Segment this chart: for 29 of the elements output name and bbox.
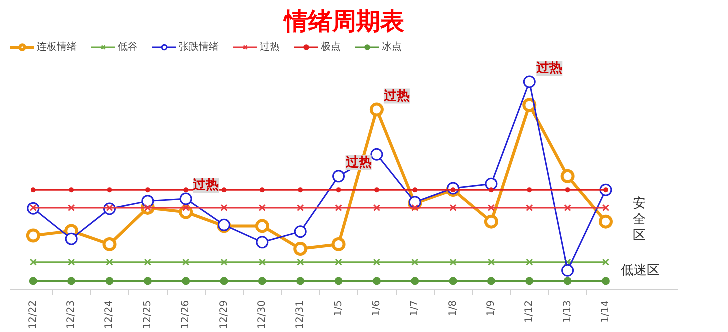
annotation: 过热 bbox=[536, 61, 563, 76]
x-tick-label: 1/9 bbox=[486, 300, 497, 317]
legend-label: 低谷 bbox=[118, 41, 138, 54]
legend-label: 连板情绪 bbox=[37, 40, 77, 54]
legend-label: 冰点 bbox=[382, 40, 402, 54]
x-tick-label: 1/7 bbox=[410, 300, 421, 317]
x-tick-label: 1/5 bbox=[333, 300, 344, 317]
legend-label: 过热 bbox=[260, 40, 280, 54]
x-tick-label: 12/25 bbox=[142, 300, 154, 330]
x-tick-label: 1/14 bbox=[600, 300, 612, 323]
x-tick-label: 12/29 bbox=[218, 300, 230, 330]
x-tick-label: 1/13 bbox=[562, 300, 574, 323]
x-tick-label: 12/22 bbox=[28, 300, 39, 330]
x-tick-label: 1/12 bbox=[524, 300, 536, 323]
chart-title: 情绪周期表 bbox=[282, 8, 404, 36]
x-tick-label: 1/8 bbox=[448, 300, 459, 317]
text: 安全区 bbox=[632, 195, 646, 244]
x-tick-label: 1/6 bbox=[371, 300, 382, 317]
annotation: 低迷区 bbox=[621, 263, 660, 278]
annotation: 过热 bbox=[192, 178, 220, 194]
x-tick-label: 12/24 bbox=[104, 300, 116, 330]
legend-label: 极点 bbox=[321, 40, 341, 54]
legend-label: 张跌情绪 bbox=[179, 40, 219, 54]
x-tick-label: 12/30 bbox=[256, 300, 268, 330]
x-tick-label: 12/23 bbox=[66, 300, 78, 330]
x-tick-label: 12/26 bbox=[180, 300, 192, 330]
annotation: 过热 bbox=[344, 155, 372, 170]
annotation: 过热 bbox=[382, 88, 410, 104]
x-tick-label: 12/31 bbox=[295, 300, 306, 330]
